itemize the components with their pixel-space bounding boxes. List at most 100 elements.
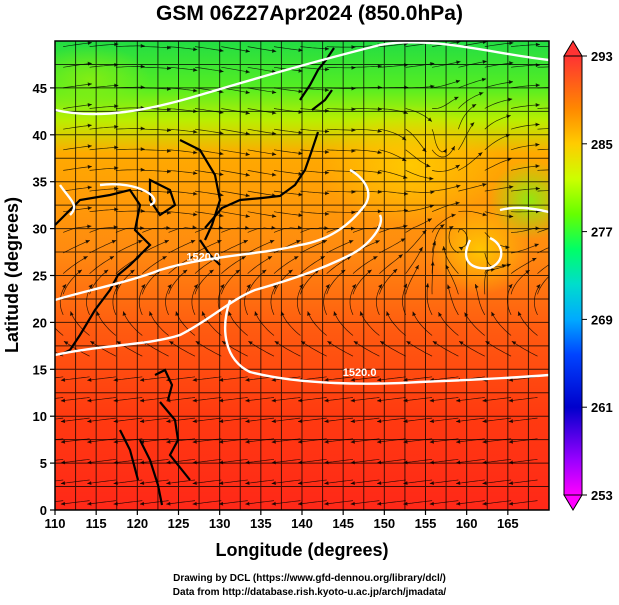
streamline — [458, 210, 487, 216]
streamline — [271, 397, 301, 402]
streamline-arrow — [139, 419, 145, 424]
streamline — [63, 240, 90, 254]
streamline — [142, 46, 172, 49]
y-tick-label: 15 — [33, 362, 47, 377]
streamline — [352, 170, 382, 174]
streamline — [517, 311, 538, 336]
streamline-arrow — [509, 185, 514, 190]
streamline — [300, 149, 330, 153]
streamline — [405, 190, 435, 193]
streamline — [254, 311, 275, 336]
streamline-arrow — [429, 176, 434, 181]
streamline — [326, 128, 356, 131]
streamline-arrow — [166, 398, 171, 403]
streamline-arrow — [245, 172, 250, 177]
y-tick-label: 35 — [33, 175, 47, 190]
streamline-arrow — [298, 398, 303, 403]
streamline-arrow — [271, 398, 276, 403]
x-tick-label: 110 — [45, 516, 66, 531]
streamline — [142, 340, 169, 357]
streamline-arrow — [87, 501, 92, 506]
streamline — [511, 64, 540, 68]
streamline-arrow — [325, 88, 330, 93]
streamline-arrow — [477, 152, 483, 157]
streamline — [431, 214, 456, 233]
streamline — [192, 458, 222, 464]
streamline-arrow — [166, 481, 171, 486]
credit-drawing: Drawing by DCL (https://www.gfd-dennou.o… — [173, 573, 446, 584]
streamline — [537, 169, 549, 171]
streamline-arrow — [350, 481, 355, 486]
streamline-arrow — [271, 152, 277, 157]
streamline-arrow — [190, 239, 196, 244]
streamline — [245, 458, 275, 464]
streamline — [350, 397, 380, 402]
streamline — [192, 376, 222, 381]
streamline-arrow — [377, 107, 382, 112]
streamline — [247, 149, 277, 155]
streamline-arrow — [367, 269, 372, 274]
streamline-arrow — [38, 341, 42, 345]
streamline — [405, 229, 427, 254]
streamline — [350, 458, 380, 464]
streamline-arrow — [192, 501, 197, 506]
streamline — [192, 500, 222, 505]
streamline — [350, 500, 380, 505]
streamline-arrow — [534, 243, 539, 248]
streamline-arrow — [324, 377, 329, 382]
y-tick-label: 0 — [40, 503, 47, 518]
streamline — [194, 87, 224, 93]
streamline-arrow — [432, 341, 438, 346]
streamline-arrow — [454, 96, 459, 101]
streamline — [403, 500, 433, 505]
streamline-arrow — [325, 149, 330, 154]
streamline-arrow — [429, 419, 434, 424]
streamline — [115, 45, 145, 47]
streamline-arrow — [535, 186, 540, 191]
streamline-arrow — [138, 239, 143, 244]
streamline-arrow — [558, 256, 562, 260]
streamline-arrow — [386, 311, 390, 316]
streamline — [139, 479, 169, 484]
streamline — [63, 340, 90, 357]
streamline-arrow — [351, 128, 356, 133]
streamline-arrow — [482, 481, 487, 486]
streamline-arrow — [482, 182, 487, 187]
streamline — [89, 64, 119, 68]
streamline — [122, 311, 143, 336]
streamline — [221, 149, 250, 156]
streamline — [431, 241, 436, 274]
streamline — [432, 340, 459, 357]
streamline — [352, 128, 382, 133]
streamline — [485, 340, 512, 357]
streamline — [55, 417, 64, 420]
streamline-arrow — [235, 269, 240, 274]
streamline — [115, 107, 145, 109]
streamline — [194, 170, 224, 176]
streamline — [247, 211, 277, 217]
streamline-arrow — [166, 45, 172, 50]
colorbar-tick-label: 261 — [591, 400, 613, 415]
streamline-arrow — [271, 90, 277, 95]
streamline-arrow — [508, 501, 514, 506]
streamline-arrow — [377, 150, 382, 155]
streamline-arrow — [451, 213, 456, 218]
streamline — [474, 284, 486, 316]
streamline-arrow — [351, 148, 356, 153]
streamline-arrow — [271, 48, 277, 53]
streamline — [537, 148, 549, 151]
streamline-arrow — [298, 439, 303, 444]
streamline-arrow — [166, 169, 172, 174]
streamline — [89, 255, 115, 274]
streamline — [139, 397, 169, 402]
streamline-arrow — [482, 439, 487, 444]
streamline-arrow — [193, 47, 198, 52]
colorbar-tick-label: 277 — [591, 225, 613, 240]
streamline — [142, 211, 172, 214]
streamline — [297, 500, 327, 505]
x-tick-label: 115 — [86, 516, 107, 531]
streamline — [168, 211, 198, 216]
streamline — [458, 152, 483, 171]
streamline-arrow — [377, 501, 382, 506]
